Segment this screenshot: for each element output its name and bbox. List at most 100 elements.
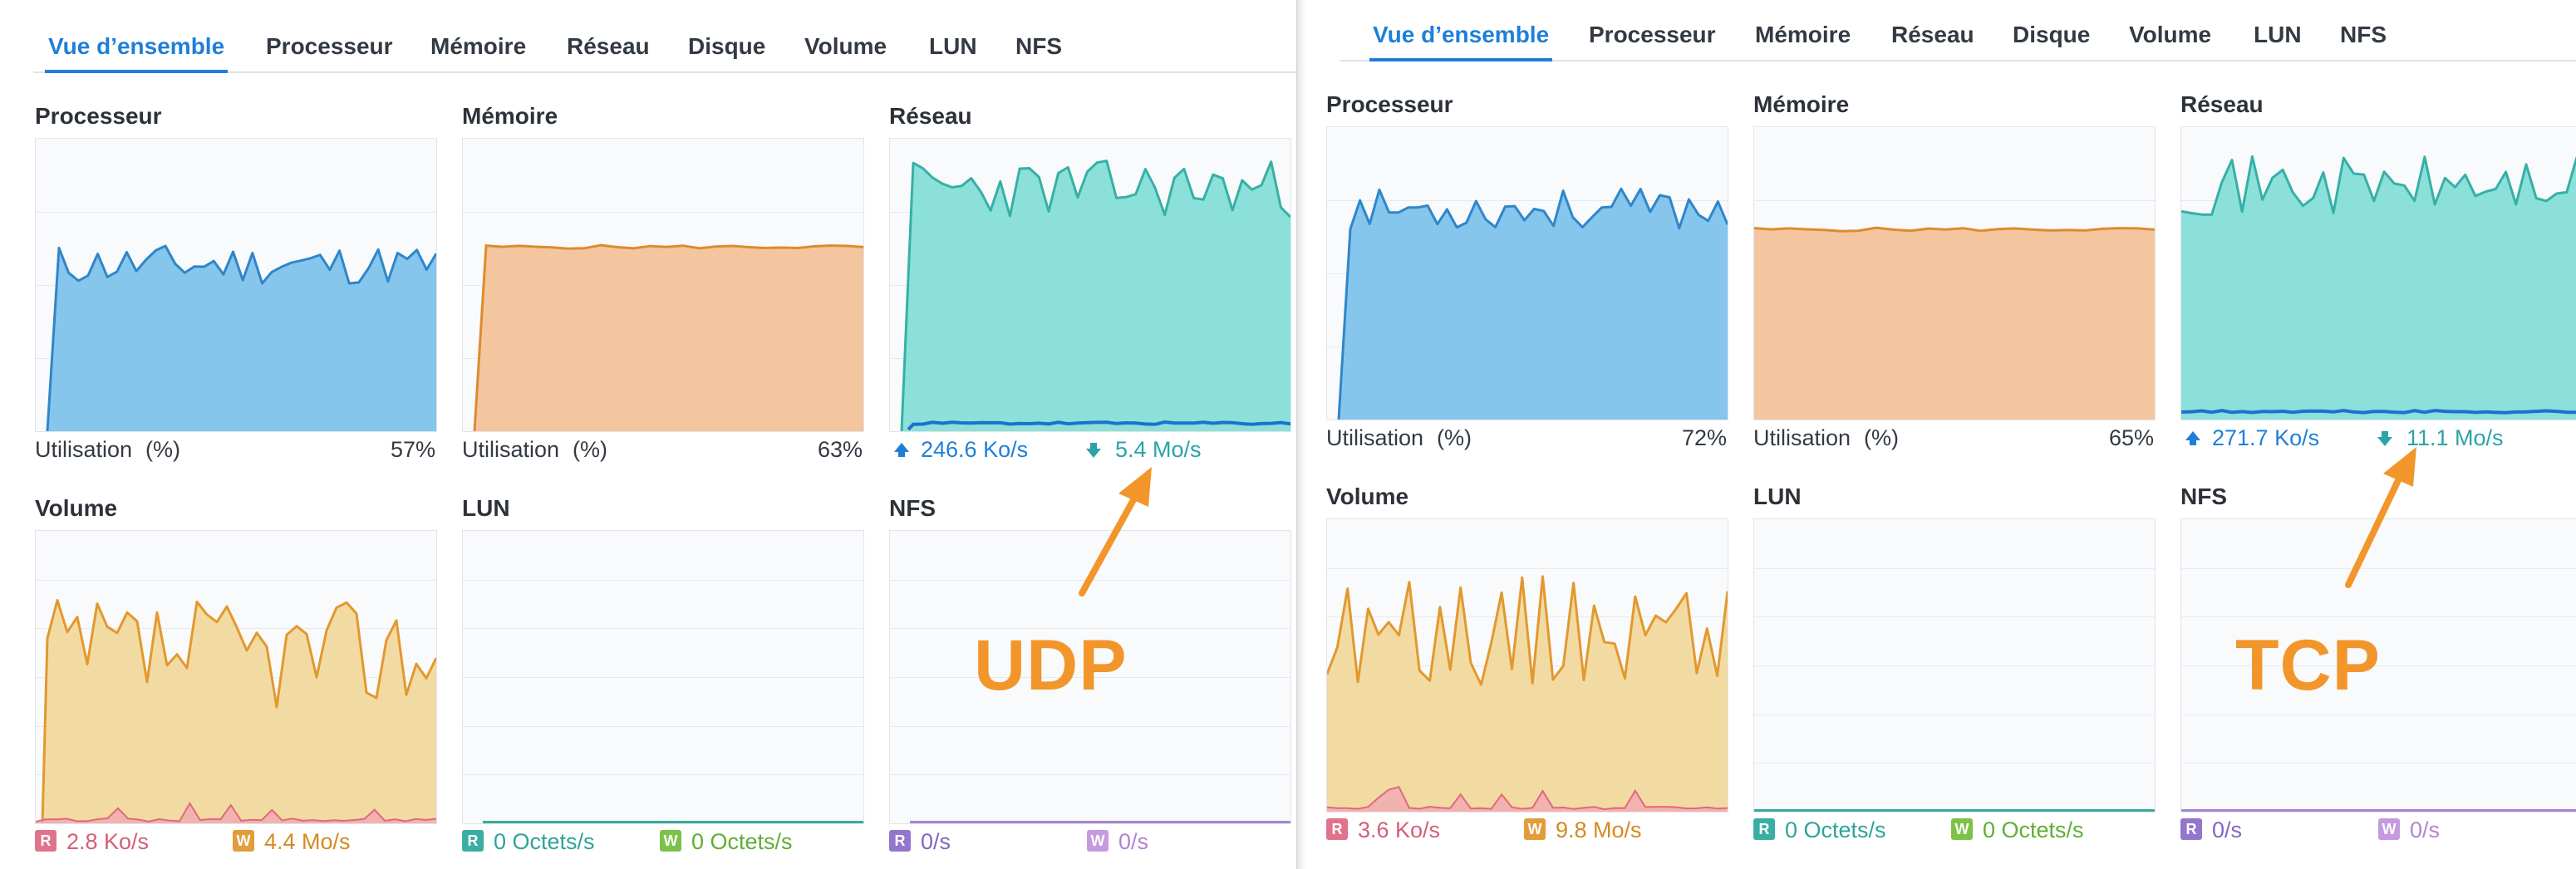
upload-arrow-icon — [894, 443, 909, 458]
tab-processor[interactable]: Processeur — [1589, 22, 1716, 47]
lun-io-graph — [463, 580, 863, 823]
volume-read-rate: R 3.6 Ko/s — [1326, 817, 1440, 843]
cpu-area — [1339, 189, 1728, 420]
cpu-chart — [35, 138, 437, 432]
volume-chart — [1326, 518, 1728, 813]
resource-monitor-panel-udp: Vue d’ensemble Processeur Mémoire Réseau… — [33, 23, 1296, 855]
cpu-utilisation-label: Utilisation (%) — [1326, 425, 1472, 451]
read-badge-icon: R — [2180, 817, 2202, 840]
nfs-write-rate: W 0/s — [2378, 817, 2440, 843]
memory-area — [474, 245, 863, 431]
volume-read-line — [1327, 786, 1728, 811]
percent-unit: (%) — [1864, 425, 1900, 450]
annotation-arrow-icon — [2345, 447, 2416, 588]
nfs-chart — [2180, 518, 2576, 813]
tab-volume[interactable]: Volume — [804, 33, 887, 59]
lun-section-title: LUN — [462, 495, 510, 521]
tab-overview[interactable]: Vue d’ensemble — [44, 23, 229, 73]
lun-read-rate: R 0 Octets/s — [1753, 817, 1886, 843]
tab-nfs[interactable]: NFS — [2340, 22, 2387, 47]
read-value: 0/s — [921, 829, 951, 854]
write-value: 0/s — [2410, 817, 2441, 842]
read-badge-icon: R — [35, 829, 57, 852]
memory-usage-graph — [1754, 200, 2155, 420]
memory-area — [1754, 228, 2155, 420]
write-value: 0 Octets/s — [691, 829, 793, 854]
percent-unit: (%) — [573, 437, 608, 462]
read-badge-icon: R — [1753, 817, 1775, 840]
tab-network[interactable]: Réseau — [1891, 22, 1974, 47]
read-value: 3.6 Ko/s — [1358, 817, 1441, 842]
cpu-usage-graph — [1327, 187, 1728, 420]
cpu-chart — [1326, 126, 1728, 420]
annotation-arrow-icon — [1079, 467, 1152, 597]
tcp-annotation: TCP — [2235, 626, 2381, 705]
memory-usage-graph — [463, 212, 863, 431]
nfs-io-graph — [2181, 568, 2576, 812]
read-badge-icon: R — [889, 829, 911, 852]
utilisation-text: Utilisation — [1753, 425, 1851, 450]
upload-arrow-icon — [2185, 431, 2200, 446]
lun-chart — [1753, 518, 2156, 813]
write-badge-icon: W — [1951, 817, 1973, 840]
lun-io-graph — [1754, 568, 2155, 812]
download-line — [900, 160, 1290, 431]
read-value: 0 Octets/s — [1785, 817, 1886, 842]
network-section-title: Réseau — [2180, 91, 2264, 117]
resource-monitor-panel-tcp: Vue d’ensemble Processeur Mémoire Réseau… — [1306, 0, 2576, 869]
upload-line — [907, 420, 1290, 431]
nfs-section-title: NFS — [889, 495, 936, 521]
tab-disk[interactable]: Disque — [688, 33, 766, 59]
network-download-rate: 5.4 Mo/s — [1086, 437, 1202, 463]
cpu-utilisation-value: 72% — [1681, 425, 1727, 450]
volume-section-title: Volume — [1326, 484, 1409, 509]
write-badge-icon: W — [2378, 817, 2400, 840]
tab-memory[interactable]: Mémoire — [1755, 22, 1851, 47]
write-badge-icon: W — [1524, 817, 1546, 840]
tab-lun[interactable]: LUN — [929, 33, 977, 59]
download-area — [902, 160, 1290, 431]
write-badge-icon: W — [660, 829, 681, 852]
write-badge-icon: W — [1087, 829, 1109, 852]
nfs-read-rate: R 0/s — [889, 829, 951, 855]
upload-line — [2181, 409, 2576, 415]
lun-read-rate: R 0 Octets/s — [462, 829, 595, 855]
write-value: 9.8 Mo/s — [1556, 817, 1642, 842]
tab-disk[interactable]: Disque — [2013, 22, 2091, 47]
tab-memory[interactable]: Mémoire — [430, 33, 527, 59]
percent-unit: (%) — [145, 437, 181, 462]
tab-overview[interactable]: Vue d’ensemble — [1369, 12, 1553, 61]
tab-nfs[interactable]: NFS — [1015, 33, 1062, 59]
read-value: 0 Octets/s — [494, 829, 595, 854]
write-value: 0 Octets/s — [1983, 817, 2084, 842]
udp-annotation: UDP — [974, 626, 1128, 705]
volume-io-graph — [36, 580, 436, 823]
read-badge-icon: R — [1326, 817, 1348, 840]
download-value: 11.1 Mo/s — [2406, 425, 2504, 450]
lun-section-title: LUN — [1753, 484, 1802, 509]
tab-network[interactable]: Réseau — [567, 33, 650, 59]
tab-bar: Vue d’ensemble Processeur Mémoire Réseau… — [33, 23, 1296, 73]
tab-volume[interactable]: Volume — [2129, 22, 2212, 47]
utilisation-text: Utilisation — [462, 437, 560, 462]
tab-bar: Vue d’ensemble Processeur Mémoire Réseau… — [1340, 12, 2576, 61]
read-badge-icon: R — [462, 829, 484, 852]
download-value: 5.4 Mo/s — [1115, 437, 1202, 462]
write-badge-icon: W — [233, 829, 254, 852]
upload-value: 271.7 Ko/s — [2212, 425, 2320, 450]
lun-write-rate: W 0 Octets/s — [660, 829, 793, 855]
memory-utilisation-value: 63% — [817, 437, 863, 462]
memory-chart — [1753, 126, 2156, 420]
lun-chart — [462, 530, 864, 824]
write-value: 4.4 Mo/s — [264, 829, 351, 854]
tab-lun[interactable]: LUN — [2254, 22, 2302, 47]
lun-write-rate: W 0 Octets/s — [1951, 817, 2084, 843]
memory-chart — [462, 138, 864, 432]
volume-section-title: Volume — [35, 495, 118, 521]
volume-chart — [35, 530, 437, 824]
memory-utilisation-label: Utilisation (%) — [462, 437, 607, 463]
cpu-line — [46, 244, 436, 431]
volume-write-area — [1327, 576, 1728, 812]
volume-read-line — [36, 801, 436, 822]
tab-processor[interactable]: Processeur — [266, 33, 393, 59]
